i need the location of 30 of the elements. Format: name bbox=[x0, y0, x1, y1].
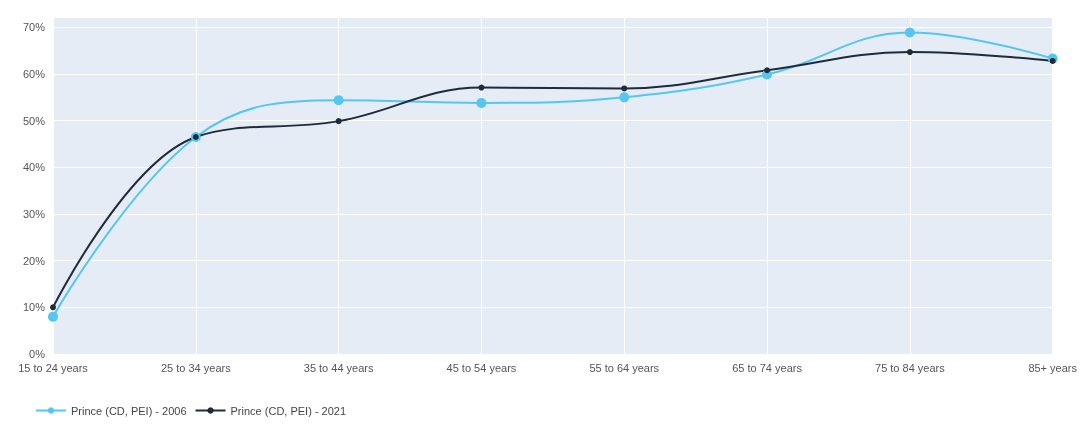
point bbox=[619, 92, 630, 103]
x-tick-label: 85+ years bbox=[1028, 361, 1078, 374]
y-tick-label: 20% bbox=[22, 254, 46, 267]
point bbox=[478, 84, 485, 91]
point bbox=[906, 49, 913, 56]
point bbox=[621, 85, 628, 92]
x-tick-label: 35 to 44 years bbox=[303, 361, 374, 374]
y-tick-label: 50% bbox=[22, 114, 46, 127]
y-tick-label: 10% bbox=[22, 301, 46, 314]
x-tick-label: 75 to 84 years bbox=[875, 361, 946, 374]
legend-label: Prince (CD, PEI) - 2021 bbox=[230, 404, 347, 417]
x-tick-label: 55 to 64 years bbox=[589, 361, 660, 374]
point bbox=[335, 118, 342, 125]
y-tick-label: 30% bbox=[22, 208, 46, 220]
point bbox=[904, 27, 915, 38]
point bbox=[333, 95, 344, 106]
point bbox=[476, 97, 487, 108]
y-tick-label: 40% bbox=[22, 161, 46, 174]
point bbox=[1049, 57, 1056, 64]
x-tick-label: 65 to 74 years bbox=[732, 361, 803, 374]
y-tick-label: 60% bbox=[22, 68, 46, 80]
y-tick-label: 0% bbox=[29, 348, 46, 360]
point bbox=[48, 311, 58, 322]
legend-label: Prince (CD, PEI) - 2006 bbox=[71, 404, 187, 417]
x-tick-label: 45 to 54 years bbox=[446, 361, 517, 374]
x-tick-label: 15 to 24 years bbox=[18, 361, 89, 374]
y-tick-label: 70% bbox=[22, 21, 46, 34]
point bbox=[50, 304, 56, 311]
point bbox=[764, 67, 771, 74]
x-tick-label: 25 to 34 years bbox=[160, 361, 232, 374]
